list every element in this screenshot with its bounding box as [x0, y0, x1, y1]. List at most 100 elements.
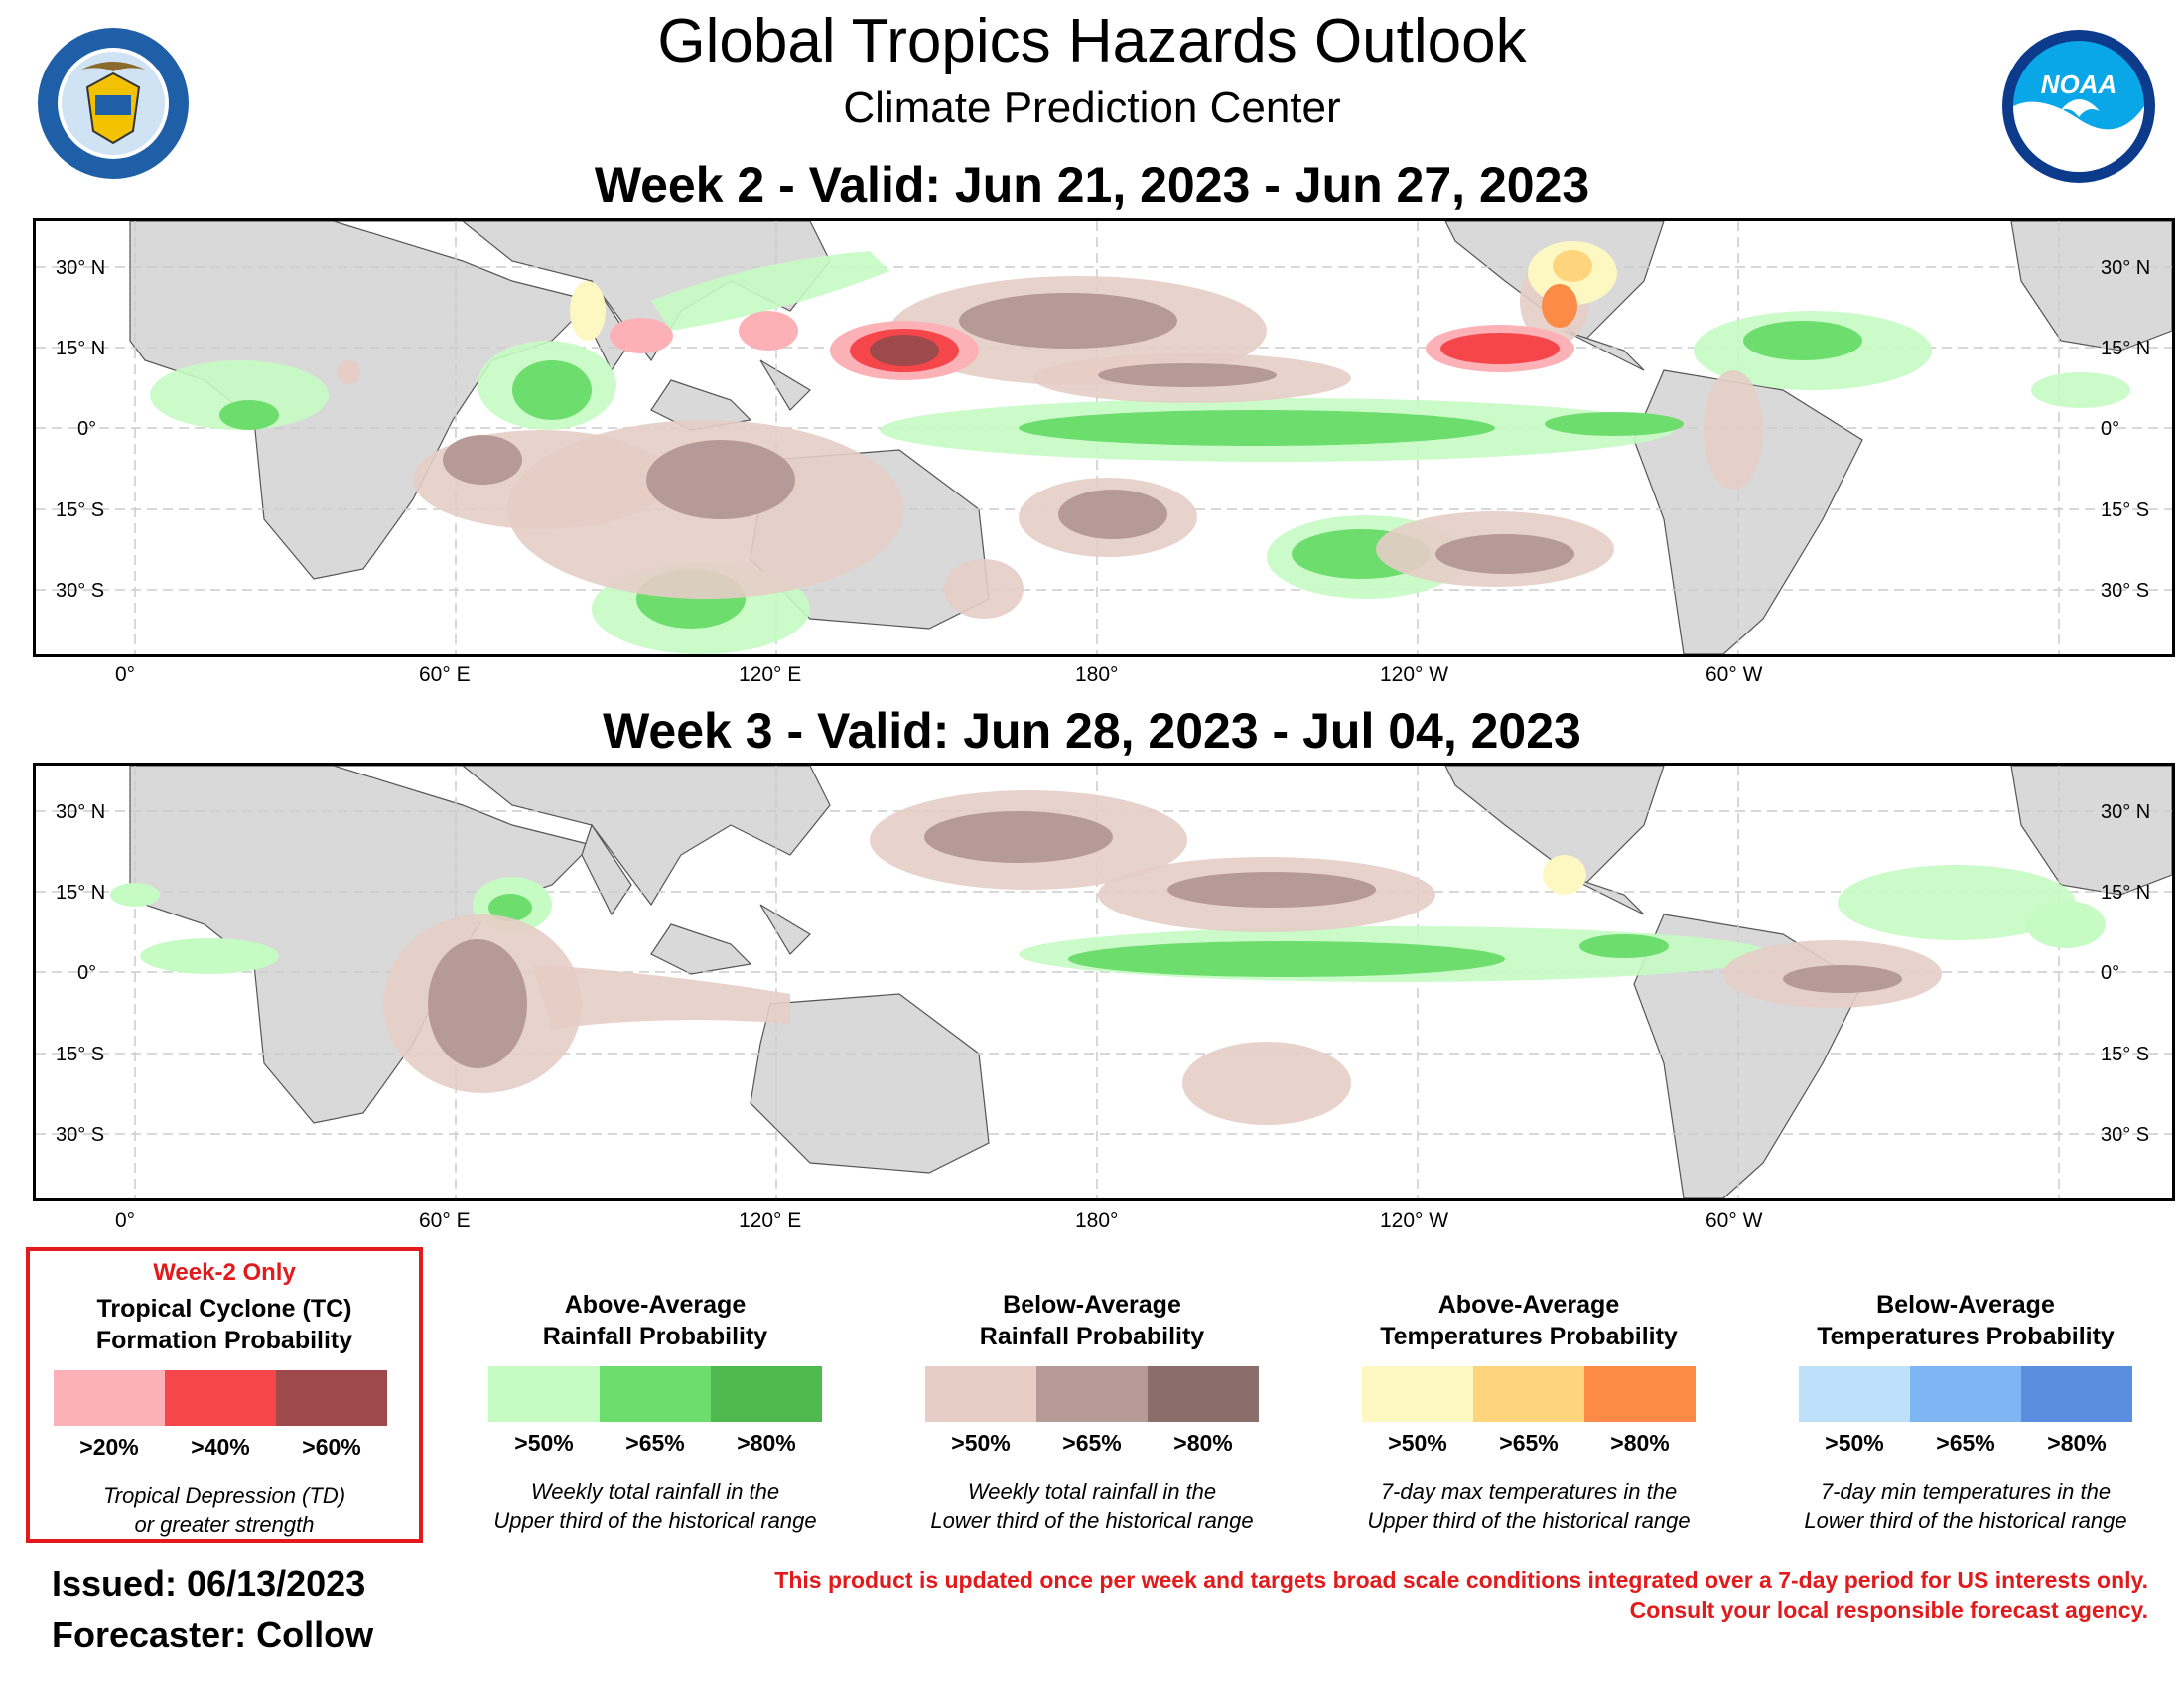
legend-temp-below-swatches — [1799, 1366, 2132, 1422]
legend-rain-above-swatches — [488, 1366, 822, 1422]
legend-value: >80% — [1610, 1430, 1670, 1456]
legend-swatch — [2021, 1366, 2132, 1422]
lat-right-label: 15° S — [2101, 499, 2149, 521]
lon-label: 60° E — [419, 663, 471, 686]
legend-tc-title2: Formation Probability — [95, 1327, 353, 1354]
week3-rain-above-areas — [110, 865, 2106, 982]
week3-temp-above-areas — [1543, 855, 1586, 895]
legend-rain-above-values: >50% >65% >80% — [488, 1430, 822, 1457]
legend-rain-below: Below-Average Rainfall Probability >50% … — [893, 1289, 1291, 1537]
lon-label: 120° W — [1380, 663, 1449, 686]
lat-left-label: 0° — [77, 418, 96, 440]
legend-temp-below: Below-Average Temperatures Probability >… — [1767, 1289, 2164, 1537]
legend-temp-above-title2: Temperatures Probability — [1380, 1323, 1678, 1350]
lon-label: 120° E — [739, 1209, 802, 1232]
lat-right-label: 0° — [2101, 418, 2119, 440]
legend-temp-above-title1: Above-Average — [1437, 1291, 1620, 1319]
legend-tc-swatches — [54, 1370, 387, 1426]
week3-map: 30° N 15° N 0° 15° S 30° S 30° N 15° N 0… — [36, 766, 2172, 1198]
legend-temp-above-swatches — [1362, 1366, 1696, 1422]
lat-left-label: 15° N — [56, 338, 105, 359]
legend-value: >65% — [625, 1430, 685, 1456]
lon-label: 60° W — [1706, 1209, 1763, 1232]
legend-swatch — [1362, 1366, 1473, 1422]
legend-swatch — [600, 1366, 711, 1422]
lat-left-label: 30° S — [56, 580, 104, 602]
legend-tc-values: >20% >40% >60% — [54, 1434, 387, 1461]
lon-label: 180° — [1075, 663, 1119, 686]
legend-rain-below-sub2: Lower third of the historical range — [930, 1508, 1254, 1533]
legend-rain-above-title2: Rainfall Probability — [542, 1323, 768, 1350]
legend-rain-above-sub2: Upper third of the historical range — [493, 1508, 817, 1533]
lat-left-label: 30° S — [56, 1124, 104, 1146]
lat-left-label: 15° N — [56, 882, 105, 904]
legend-value: >60% — [302, 1434, 361, 1460]
disclaimer-line1: This product is updated once per week an… — [774, 1567, 2148, 1593]
noaa-logo-icon: NOAA — [2000, 28, 2157, 185]
legend-swatch — [1036, 1366, 1148, 1422]
lat-right-label: 30° S — [2101, 580, 2149, 602]
week3-land — [129, 766, 2172, 1198]
lon-label: 180° — [1075, 1209, 1119, 1232]
disclaimer-line2: Consult your local responsible forecast … — [1629, 1597, 2148, 1622]
week2-map-panel: 30° N 15° N 0° 15° S 30° S 30° N 15° N 0… — [33, 218, 2175, 657]
legend-temp-above-sub2: Upper third of the historical range — [1367, 1508, 1691, 1533]
week2-temp-above-areas — [570, 241, 1617, 341]
legend-temp-above-sub1: 7-day max temperatures in the — [1380, 1479, 1678, 1504]
week2-rain-below-areas — [337, 256, 1763, 619]
legend-value: >65% — [1499, 1430, 1559, 1456]
legend-swatch — [1799, 1366, 1910, 1422]
lat-right-label: 30° N — [2101, 257, 2150, 279]
legend-swatch — [165, 1370, 276, 1426]
week3-lat-labels: 30° N 15° N 0° 15° S 30° S 30° N 15° N 0… — [56, 801, 2150, 1146]
legend-rain-below-title1: Below-Average — [1003, 1291, 1181, 1319]
legend-value: >65% — [1936, 1430, 1995, 1456]
lon-label: 120° W — [1380, 1209, 1449, 1232]
lat-right-label: 30° S — [2101, 1124, 2149, 1146]
page-title: Global Tropics Hazards Outlook — [657, 7, 1527, 75]
lat-right-label: 15° S — [2101, 1044, 2149, 1065]
legend-temp-above-values: >50% >65% >80% — [1362, 1430, 1696, 1457]
legend-rain-above-title1: Above-Average — [564, 1291, 747, 1319]
legend-swatch — [488, 1366, 600, 1422]
legend-swatch — [925, 1366, 1036, 1422]
lon-label: 120° E — [739, 663, 802, 686]
lat-left-label: 15° S — [56, 499, 104, 521]
legend-rain-below-title2: Rainfall Probability — [979, 1323, 1205, 1350]
legend-value: >80% — [2047, 1430, 2107, 1456]
week2-tc-areas — [610, 318, 1574, 380]
legend-rain-below-values: >50% >65% >80% — [925, 1430, 1259, 1457]
legend-temp-below-values: >50% >65% >80% — [1799, 1430, 2132, 1457]
lon-label: 60° E — [419, 1209, 471, 1232]
lon-label: 60° W — [1706, 663, 1763, 686]
week2-lat-labels: 30° N 15° N 0° 15° S 30° S 30° N 15° N 0… — [56, 257, 2150, 602]
lat-left-label: 15° S — [56, 1044, 104, 1065]
lon-label: 0° — [115, 1209, 136, 1232]
legend-swatch — [1584, 1366, 1696, 1422]
legend-value: >50% — [514, 1430, 574, 1456]
lat-right-label: 30° N — [2101, 801, 2150, 823]
legend-tc-sub2: or greater strength — [134, 1512, 315, 1537]
legend-temp-below-sub2: Lower third of the historical range — [1804, 1508, 2127, 1533]
legend-rain-above-sub1: Weekly total rainfall in the — [530, 1479, 780, 1504]
legend-temp-below-title2: Temperatures Probability — [1817, 1323, 2115, 1350]
forecaster-name: Forecaster: Collow — [52, 1615, 374, 1655]
legend-swatch — [276, 1370, 387, 1426]
legend-tc-title1: Tropical Cyclone (TC) — [96, 1295, 352, 1323]
legend-tc-note: Week-2 Only — [153, 1259, 296, 1286]
legend-value: >20% — [79, 1434, 139, 1460]
week3-title: Week 3 - Valid: Jun 28, 2023 - Jul 04, 2… — [603, 703, 1581, 759]
legend-value: >50% — [1388, 1430, 1447, 1456]
lat-right-label: 15° N — [2101, 882, 2150, 904]
legend-swatch — [1910, 1366, 2021, 1422]
legend-value: >80% — [737, 1430, 796, 1456]
legend-value: >40% — [191, 1434, 250, 1460]
legend-tc: Week-2 Only Tropical Cyclone (TC) Format… — [26, 1247, 423, 1543]
legend-swatch — [1473, 1366, 1584, 1422]
issued-date: Issued: 06/13/2023 — [52, 1563, 366, 1604]
legend-value: >65% — [1062, 1430, 1122, 1456]
lat-left-label: 30° N — [56, 801, 105, 823]
legend-swatch — [1148, 1366, 1259, 1422]
legend-tc-sub1: Tropical Depression (TD) — [102, 1483, 346, 1508]
week2-map: 30° N 15° N 0° 15° S 30° S 30° N 15° N 0… — [36, 221, 2172, 654]
